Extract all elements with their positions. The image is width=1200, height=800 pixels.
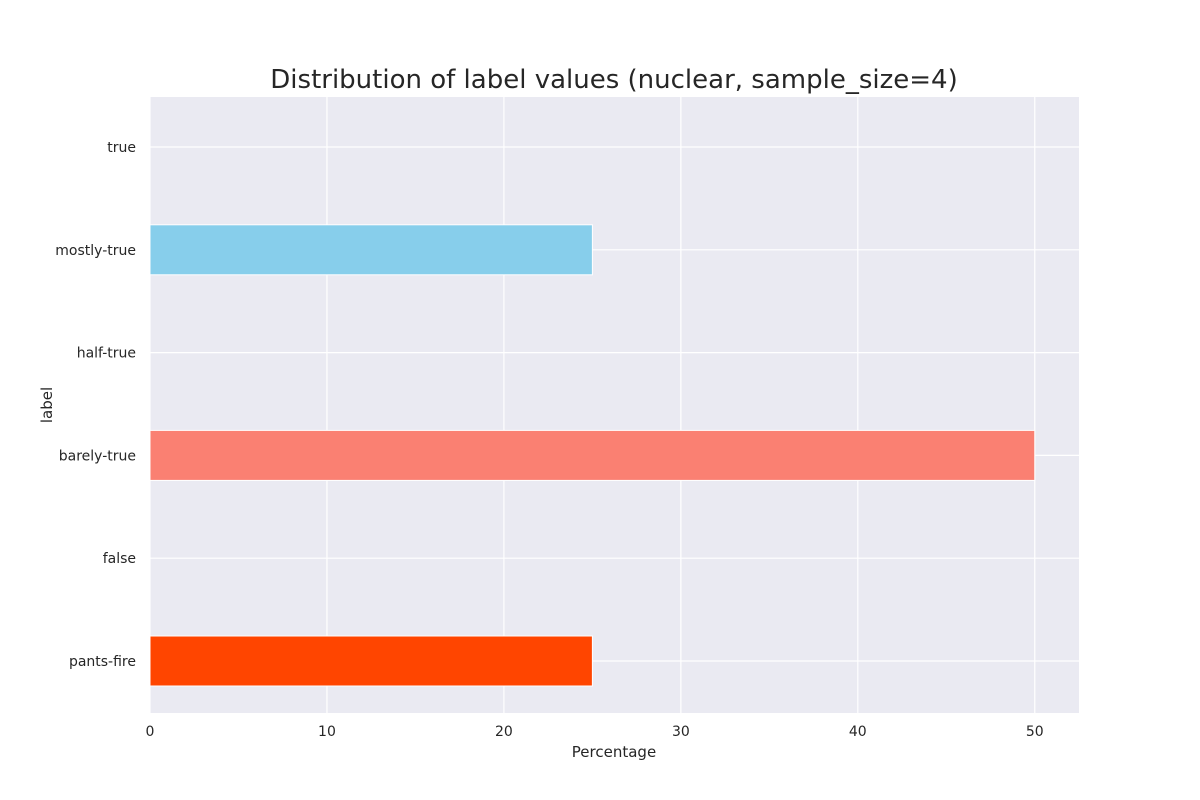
y-axis-label: label xyxy=(38,387,56,423)
y-tick-labels: true mostly-true half-true barely-true false… xyxy=(55,140,136,670)
y-tick-label: true xyxy=(107,140,136,156)
x-tick-label: 20 xyxy=(495,724,513,740)
x-tick-label: 40 xyxy=(849,724,867,740)
plot-background xyxy=(150,97,1079,713)
bar-pants-fire xyxy=(149,635,593,687)
bar-mostly-true xyxy=(149,224,593,276)
y-tick-label: half-true xyxy=(77,346,136,362)
y-tick-label: pants-fire xyxy=(69,654,136,670)
y-tick-label: false xyxy=(103,551,136,567)
x-tick-label: 0 xyxy=(146,724,155,740)
x-tick-label: 10 xyxy=(318,724,336,740)
x-tick-label: 50 xyxy=(1026,724,1044,740)
chart-title: Distribution of label values (nuclear, s… xyxy=(270,65,957,95)
x-tick-labels: 0 10 20 30 40 50 xyxy=(146,724,1044,740)
bar-barely-true xyxy=(149,429,1036,481)
bars xyxy=(149,224,1036,687)
x-tick-label: 30 xyxy=(672,724,690,740)
y-tick-label: mostly-true xyxy=(55,243,136,259)
x-axis-label: Percentage xyxy=(572,743,656,761)
y-tick-label: barely-true xyxy=(59,448,136,464)
